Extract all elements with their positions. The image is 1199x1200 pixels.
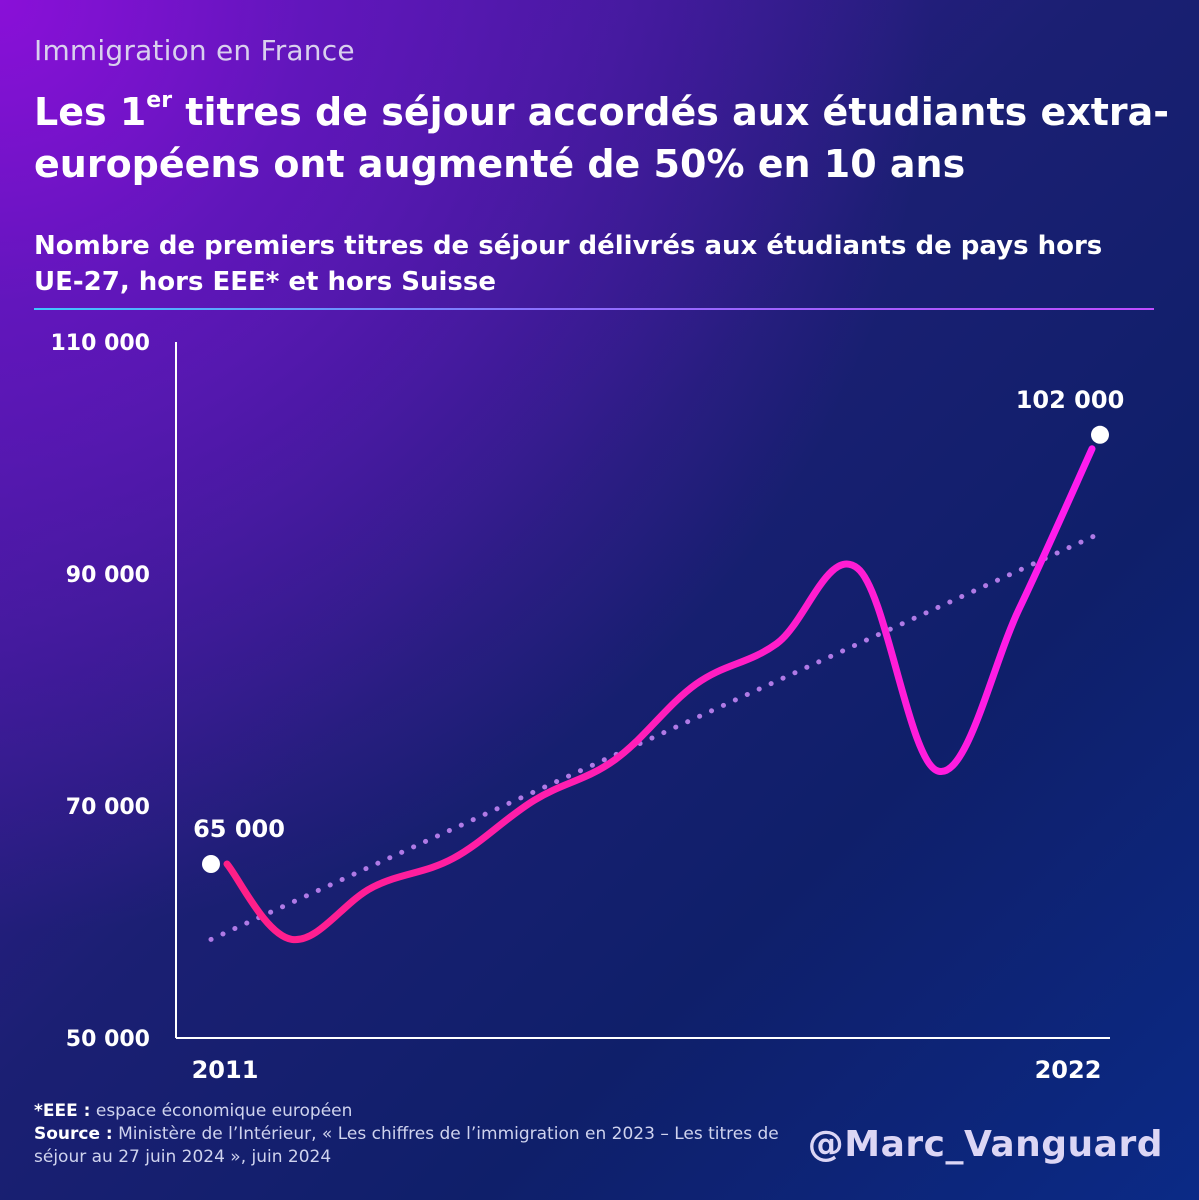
data-point bbox=[1091, 425, 1109, 444]
y-tick-label: 70 000 bbox=[66, 795, 150, 820]
footnote-definition: *EEE : espace économique européen bbox=[34, 1100, 814, 1123]
x-tick-label: 2022 bbox=[1035, 1056, 1102, 1084]
series-line bbox=[223, 445, 1096, 943]
x-tick-label: 2011 bbox=[192, 1056, 259, 1084]
footnote: *EEE : espace économique européen Source… bbox=[34, 1100, 814, 1169]
data-label: 65 000 bbox=[193, 815, 285, 843]
author-handle: @Marc_Vanguard bbox=[807, 1124, 1163, 1165]
title-part2: titres de séjour accordés aux étudiants … bbox=[34, 90, 1170, 186]
source-key: Source : bbox=[34, 1124, 113, 1144]
title-separator bbox=[34, 308, 1154, 310]
supertitle: Immigration en France bbox=[34, 34, 355, 67]
title-superscript: er bbox=[146, 88, 173, 113]
y-tick-label: 110 000 bbox=[50, 331, 150, 356]
trend-line bbox=[208, 530, 1103, 942]
data-point bbox=[202, 855, 220, 873]
title-part1: Les 1 bbox=[34, 90, 147, 134]
chart-subtitle: Nombre de premiers titres de séjour déli… bbox=[34, 231, 1103, 297]
source-text: Ministère de l’Intérieur, « Les chiffres… bbox=[34, 1124, 779, 1167]
chart-axes: 50 000 70 000 90 000 110 000 2011 2022 bbox=[50, 331, 1110, 1084]
data-label: 102 000 bbox=[1016, 386, 1125, 414]
footnote-source: Source : Ministère de l’Intérieur, « Les… bbox=[34, 1123, 814, 1169]
series-line-layer bbox=[223, 445, 1096, 943]
annotation-layer: 65 000 102 000 bbox=[193, 386, 1124, 873]
trend-line-layer bbox=[208, 530, 1103, 942]
chart-title: Les 1er titres de séjour accordés aux ét… bbox=[34, 86, 1174, 190]
y-tick-label: 50 000 bbox=[66, 1027, 150, 1052]
y-tick-label: 90 000 bbox=[66, 563, 150, 588]
footnote-text: espace économique européen bbox=[90, 1101, 353, 1121]
footnote-key: *EEE : bbox=[34, 1101, 91, 1121]
